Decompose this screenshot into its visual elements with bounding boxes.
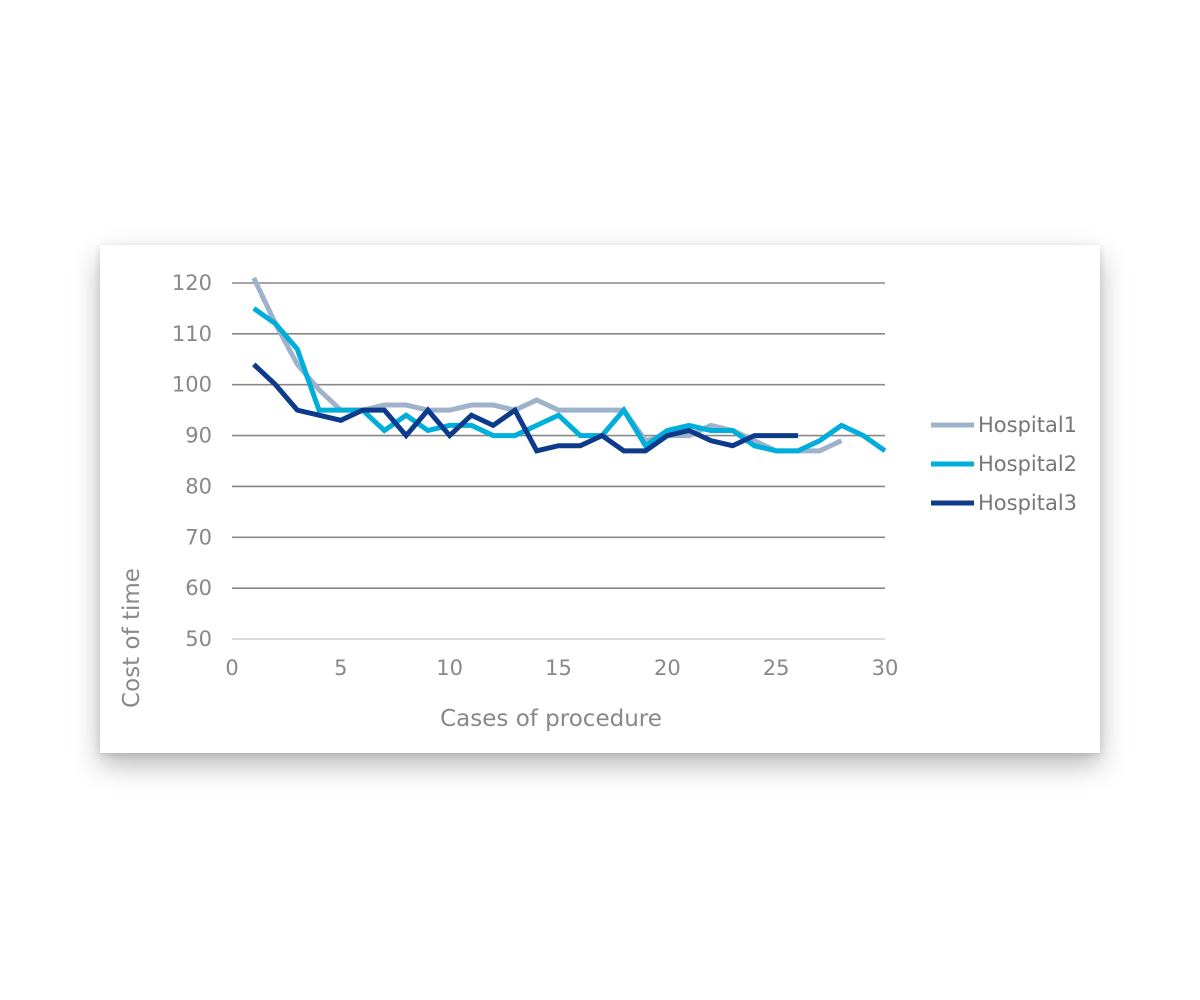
x-tick-label: 20 <box>654 656 681 680</box>
y-tick-label: 100 <box>172 373 212 397</box>
series-line-hospital2 <box>252 306 887 454</box>
y-tick-label: 70 <box>185 525 212 549</box>
legend-label-hospital3: Hospital3 <box>978 491 1077 515</box>
chart-card: 50 60 70 80 90 100 110 120 0 5 10 15 20 25 30 Cost of… <box>100 245 1100 753</box>
gridlines <box>232 282 885 640</box>
y-axis-title: Cost of time <box>119 568 145 708</box>
x-tick-label: 15 <box>545 656 572 680</box>
legend: Hospital1 Hospital2 Hospital3 <box>931 413 1077 515</box>
x-tick-label: 0 <box>225 656 238 680</box>
series-line-hospital1 <box>251 276 843 454</box>
legend-label-hospital1: Hospital1 <box>978 413 1077 437</box>
legend-label-hospital2: Hospital2 <box>978 452 1077 476</box>
y-tick-label: 80 <box>185 474 212 498</box>
x-axis-ticks: 0 5 10 15 20 25 30 <box>225 656 898 680</box>
line-chart: 50 60 70 80 90 100 110 120 0 5 10 15 20 25 30 Cost of… <box>119 271 1077 732</box>
series-line-hospital3 <box>252 362 798 454</box>
y-tick-label: 60 <box>185 576 212 600</box>
y-tick-label: 90 <box>185 424 212 448</box>
x-axis-title: Cases of procedure <box>440 706 662 732</box>
y-tick-label: 120 <box>172 271 212 295</box>
x-tick-label: 30 <box>872 656 899 680</box>
x-tick-label: 25 <box>763 656 790 680</box>
y-tick-label: 110 <box>172 322 212 346</box>
series-lines <box>251 276 887 454</box>
x-tick-label: 5 <box>334 656 347 680</box>
y-tick-label: 50 <box>185 627 212 651</box>
y-axis-ticks: 50 60 70 80 90 100 110 120 <box>172 271 212 651</box>
x-tick-label: 10 <box>436 656 463 680</box>
